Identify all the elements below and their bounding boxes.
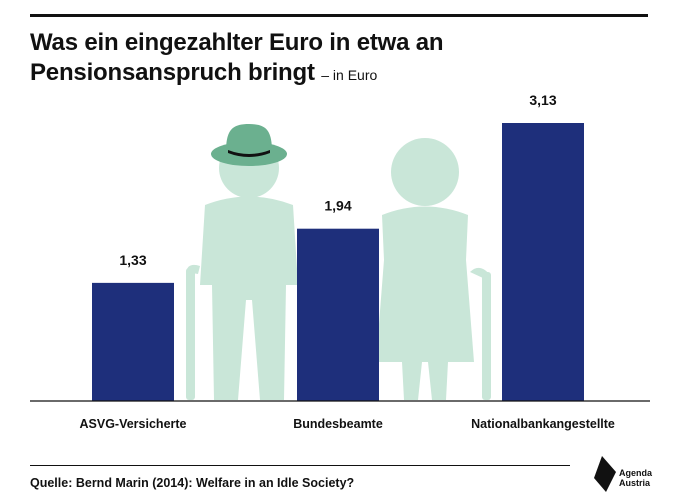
bottom-rule <box>30 465 570 466</box>
woman-head <box>391 138 459 206</box>
bar-bundesbeamte <box>297 228 379 401</box>
top-rule <box>30 14 648 17</box>
elderly-woman-illustration <box>376 138 491 400</box>
woman-cane <box>482 272 491 400</box>
data-label-asvg: 1,33 <box>119 252 146 268</box>
agenda-austria-logo-icon <box>594 456 616 492</box>
chart-title: Was ein eingezahlter Euro in etwa an Pen… <box>30 28 650 90</box>
man-cane <box>186 268 195 400</box>
chart-subtitle: – in Euro <box>321 67 378 83</box>
x-tick-label-nationalbank: Nationalbankangestellte <box>471 417 615 431</box>
data-label-nationalbank: 3,13 <box>529 92 556 108</box>
man-torso <box>200 196 298 400</box>
bar-asvg <box>92 282 174 401</box>
hat-crown <box>226 124 272 152</box>
x-tick-label-asvg: ASVG-Versicherte <box>80 417 187 431</box>
source-note: Quelle: Bernd Marin (2014): Welfare in a… <box>30 476 355 490</box>
logo-line-1: Agenda <box>619 468 653 478</box>
title-line-2: Pensionsanspruch bringt – in Euro <box>30 58 650 90</box>
x-tick-label-bundesbeamte: Bundesbeamte <box>293 417 383 431</box>
logo-line-2: Austria <box>619 478 651 488</box>
logo-text: Agenda Austria <box>619 468 652 488</box>
woman-dress <box>376 206 474 400</box>
bar-nationalbank <box>502 123 584 401</box>
elderly-man-illustration <box>186 124 298 400</box>
data-label-bundesbeamte: 1,94 <box>324 198 351 214</box>
hat-band <box>228 150 270 157</box>
title-line-2-text: Pensionsanspruch bringt <box>30 59 315 86</box>
man-cane-handle <box>186 264 200 274</box>
title-line-1: Was ein eingezahlter Euro in etwa an <box>30 29 444 56</box>
bar-group <box>92 123 584 401</box>
woman-cane-handle <box>470 267 491 278</box>
